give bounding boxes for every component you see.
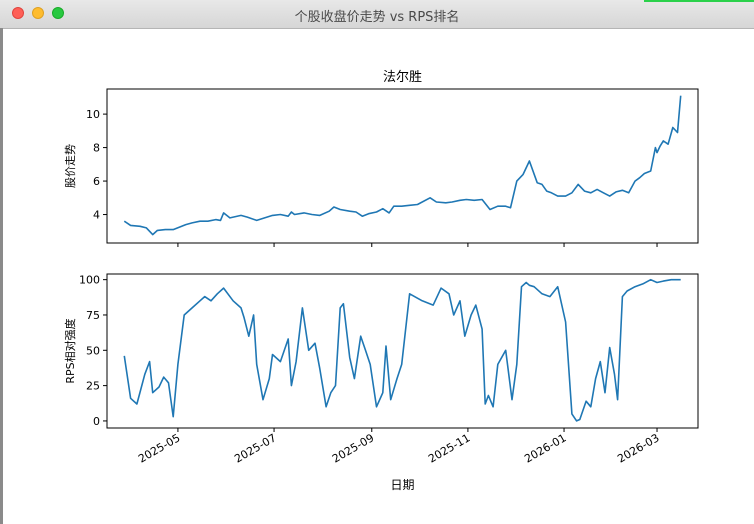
close-window-button[interactable]	[12, 7, 24, 19]
y-tick-label-1-4: 4	[93, 209, 100, 222]
chart-panel-2: 0 25 50 75 100 2025-05 2025-07 2025-09 2025-11 20…	[63, 273, 699, 492]
series-line-2-1	[123, 278, 681, 422]
y-axis-label-1: 股价走势	[64, 144, 77, 188]
x-tick-label-5: 2026-01	[522, 431, 568, 465]
title-accent	[644, 0, 754, 2]
x-tick-label-6: 2026-03	[615, 431, 661, 465]
y-tick-label-2-100: 100	[79, 274, 100, 287]
y-tick-label-1-10: 10	[86, 108, 100, 121]
y-tick-label-2-50: 50	[86, 344, 100, 357]
minimize-window-button[interactable]	[32, 7, 44, 19]
x-tick-label-1: 2025-05	[136, 431, 182, 465]
zoom-window-button[interactable]	[52, 7, 64, 19]
y-tick-label-2-0: 0	[93, 415, 100, 428]
series-line-1-1	[123, 95, 682, 236]
x-tick-label-2: 2025-07	[232, 431, 278, 465]
y-tick-label-1-8: 8	[93, 142, 100, 155]
axes-frame-1	[106, 88, 699, 244]
x-tick-label-4: 2025-11	[426, 431, 472, 465]
y-tick-label-2-25: 25	[86, 380, 100, 393]
title-bar[interactable]: 个股收盘价走势 vs RPS排名	[0, 0, 754, 29]
y-tick-label-2-75: 75	[86, 309, 100, 322]
window-edge-strip	[0, 28, 3, 524]
y-axis-label-2: RPS相对强度	[63, 318, 77, 383]
window-title: 个股收盘价走势 vs RPS排名	[294, 10, 460, 25]
y-tick-label-1-6: 6	[93, 175, 100, 188]
chart-title: 法尔胜	[383, 70, 422, 85]
x-tick-label-3: 2025-09	[330, 431, 376, 465]
axes-frame-2	[106, 273, 699, 429]
x-axis-label: 日期	[390, 478, 414, 492]
